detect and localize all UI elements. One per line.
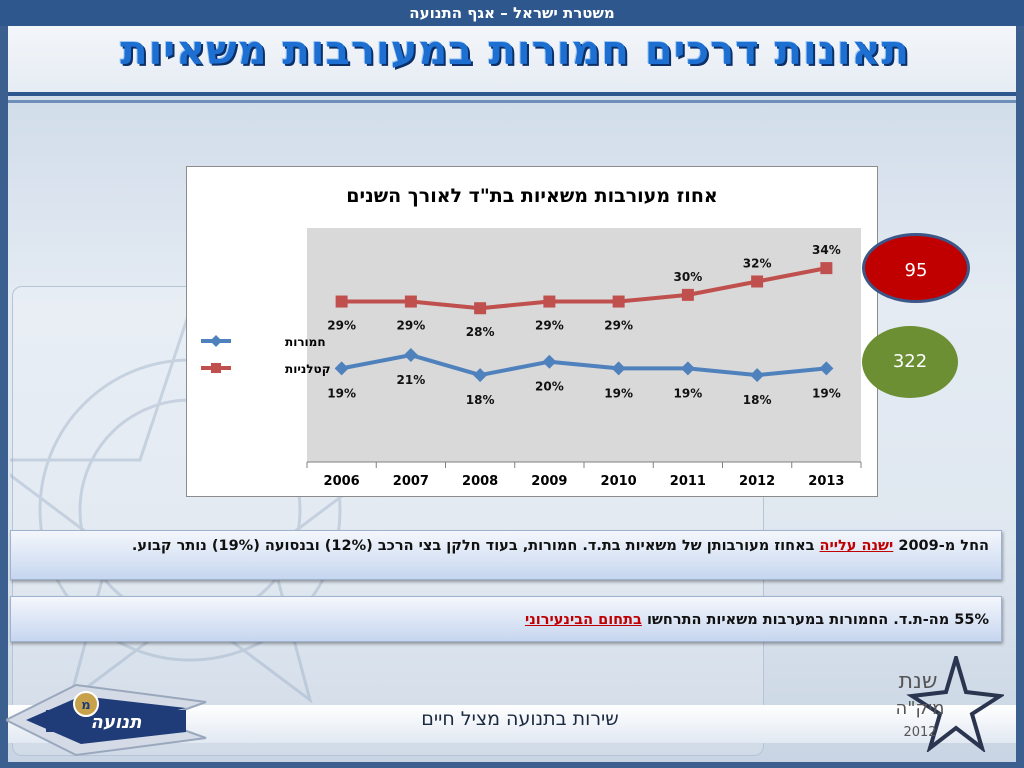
frame-left [0, 0, 8, 768]
data-point [474, 302, 487, 315]
data-point [334, 361, 349, 376]
note-trend-post: באחוז מעורבותן של משאיות בת.ד. חמורות, ב… [131, 538, 820, 554]
title-box [8, 26, 1016, 96]
data-label: 30% [674, 270, 703, 284]
data-label: 29% [535, 319, 564, 333]
x-tick-label: 2009 [531, 474, 567, 489]
data-point [403, 348, 418, 363]
legend-marker [211, 363, 221, 373]
logo-right-line2: מיק"ה [895, 698, 944, 719]
data-label: 29% [604, 319, 633, 333]
severe-count-badge: 322 [862, 326, 958, 398]
legend-label: קטלניות [285, 362, 331, 376]
title-divider [8, 100, 1016, 103]
page-title: תאונות דרכים חמורות במעורבות משאיות [120, 28, 910, 74]
x-tick-label: 2010 [601, 474, 637, 489]
x-tick-label: 2013 [808, 474, 844, 489]
data-label: 19% [604, 386, 633, 400]
data-label: 29% [397, 319, 426, 333]
chart-container: אחוז מעורבות משאיות בת"ד לאורך השנים 200… [186, 166, 878, 497]
legend-label: חמורות [285, 335, 326, 349]
data-label: 32% [743, 256, 772, 270]
data-label: 19% [327, 386, 356, 400]
series-line [341, 266, 827, 311]
logo-left-badge: מ [81, 698, 90, 713]
frame-right [1016, 0, 1024, 768]
data-label: 19% [812, 386, 841, 400]
legend-marker [210, 335, 222, 347]
data-label: 34% [812, 243, 841, 257]
data-point [404, 295, 417, 308]
data-point [612, 295, 625, 308]
data-label: 19% [674, 386, 703, 400]
note-trend: החל מ-2009 ישנה עלייה באחוז מעורבותן של … [10, 530, 1002, 580]
data-point [335, 295, 348, 308]
legend: חמורות קטלניות [201, 335, 331, 376]
x-tick-label: 2006 [324, 474, 360, 489]
logo-right-line1: שנת [899, 669, 938, 694]
fatal-count-badge: 95 [862, 233, 970, 303]
data-label: 18% [466, 393, 495, 407]
x-tick-label: 2007 [393, 474, 429, 489]
x-tick-label: 2012 [739, 474, 775, 489]
frame-bottom [0, 762, 1024, 768]
data-point [543, 295, 556, 308]
note-interurban-highlight: בתחום הבינעירוני [524, 612, 642, 628]
series-line [341, 353, 827, 378]
x-axis-labels: 2006 2007 2008 2009 2010 2011 2012 2013 [324, 474, 845, 489]
data-label: 18% [743, 393, 772, 407]
x-tick-label: 2008 [462, 474, 498, 489]
x-axis-ticks [306, 462, 862, 468]
data-point [750, 368, 765, 383]
x-tick-label: 2011 [670, 474, 706, 489]
data-point [473, 368, 488, 383]
data-point [751, 275, 764, 288]
series-layer: 19% 21% 18% 20% 19% 19% 18% 19% 29% 29% 28% 29% 29% 3… [327, 243, 840, 407]
logo-left-text: תנועה [91, 712, 143, 733]
data-point [680, 361, 695, 376]
line-chart: אחוז מעורבות משאיות בת"ד לאורך השנים 200… [201, 185, 862, 489]
traffic-police-logo: תנועה מ [6, 683, 207, 757]
data-point [819, 361, 834, 376]
data-point [820, 262, 833, 275]
data-label: 29% [327, 319, 356, 333]
data-label: 28% [466, 325, 495, 339]
data-point [681, 288, 694, 301]
data-label: 20% [535, 380, 564, 394]
note-trend-highlight: ישנה עלייה [819, 538, 894, 554]
note-interurban: 55% מה-ת.ד. החמורות במערבות משאיות התרחש… [10, 596, 1002, 642]
org-header: משטרת ישראל – אגף התנועה [0, 0, 1024, 26]
note-trend-pre: החל מ-2009 [893, 538, 989, 554]
note-interurban-pre: 55% מה-ת.ד. החמורות במערבות משאיות התרחש… [641, 612, 989, 628]
data-point [611, 361, 626, 376]
footer-slogan: שירות בתנועה מציל חיים [421, 708, 619, 730]
chart-title: אחוז מעורבות משאיות בת"ד לאורך השנים [346, 185, 717, 207]
logo-right-year: 2012 [903, 725, 936, 740]
data-label: 21% [397, 373, 426, 387]
year-of-safety-logo: שנת מיק"ה 2012 [895, 656, 1004, 752]
data-point [542, 354, 557, 369]
plot-area [307, 228, 861, 462]
